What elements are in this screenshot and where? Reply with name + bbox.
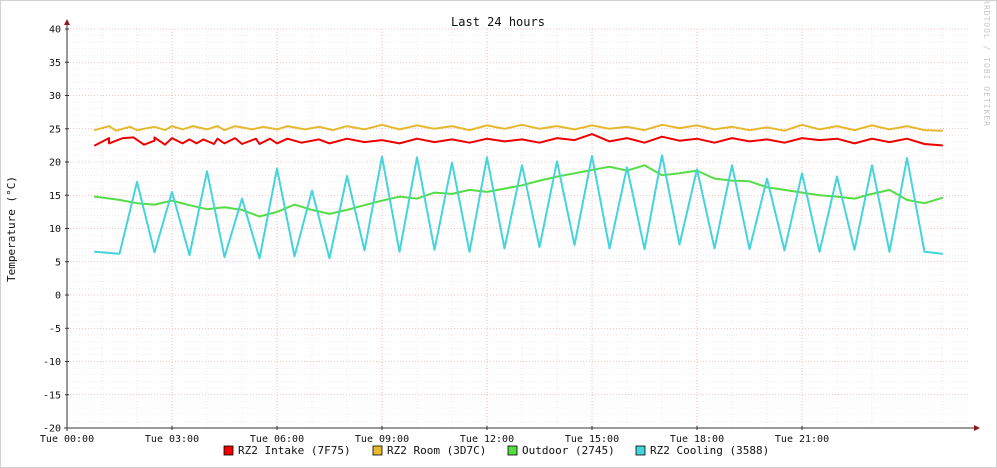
series-line-2 bbox=[94, 123, 943, 132]
chart-title: Last 24 hours bbox=[451, 15, 545, 29]
series-line-1 bbox=[94, 133, 943, 147]
x-tick-label: Tue 15:00 bbox=[565, 434, 619, 445]
x-tick-label: Tue 09:00 bbox=[355, 434, 409, 445]
y-tick-label: 20 bbox=[49, 158, 61, 169]
series-layer bbox=[94, 123, 943, 260]
y-tick-label: -5 bbox=[49, 324, 61, 335]
y-tick-label: 15 bbox=[49, 191, 61, 202]
legend-label: RZ2 Room (3D7C) bbox=[387, 444, 486, 457]
legend-swatch bbox=[507, 445, 518, 456]
axes-layer bbox=[64, 19, 980, 431]
legend-swatch bbox=[223, 445, 234, 456]
legend-label: RZ2 Intake (7F75) bbox=[238, 444, 351, 457]
y-tick-label: 40 bbox=[49, 25, 61, 36]
legend-swatch bbox=[635, 445, 646, 456]
watermark-text: RRDTOOL / TOBI OETIKER bbox=[982, 1, 991, 127]
y-tick-label: -20 bbox=[43, 424, 61, 435]
legend-label: RZ2 Cooling (3588) bbox=[650, 444, 769, 457]
y-tick-label: -15 bbox=[43, 390, 61, 401]
legend-swatch bbox=[372, 445, 383, 456]
y-tick-label: 30 bbox=[49, 91, 61, 102]
x-tick-label: Tue 21:00 bbox=[775, 434, 829, 445]
x-axis-arrow bbox=[974, 425, 980, 431]
x-tick-label: Tue 06:00 bbox=[250, 434, 304, 445]
series-line-4 bbox=[94, 154, 943, 260]
y-axis-label: Temperature (°C) bbox=[5, 176, 18, 282]
x-tick-label: Tue 03:00 bbox=[145, 434, 199, 445]
y-tick-label: -10 bbox=[43, 357, 61, 368]
x-tick-label: Tue 00:00 bbox=[40, 434, 94, 445]
y-tick-label: 0 bbox=[55, 291, 61, 302]
grid-layer bbox=[66, 28, 970, 429]
x-tick-label: Tue 12:00 bbox=[460, 434, 514, 445]
chart-legend: RZ2 Intake (7F75) RZ2 Room (3D7C) Outdoor … bbox=[223, 444, 769, 457]
legend-label: Outdoor (2745) bbox=[522, 444, 615, 457]
y-tick-label: 25 bbox=[49, 124, 61, 135]
series-line-3 bbox=[94, 164, 943, 218]
x-tick-label: Tue 18:00 bbox=[670, 434, 724, 445]
y-axis-arrow bbox=[64, 19, 70, 25]
y-tick-label: 10 bbox=[49, 224, 61, 235]
y-tick-label: 5 bbox=[55, 257, 61, 268]
y-tick-label: 35 bbox=[49, 58, 61, 69]
